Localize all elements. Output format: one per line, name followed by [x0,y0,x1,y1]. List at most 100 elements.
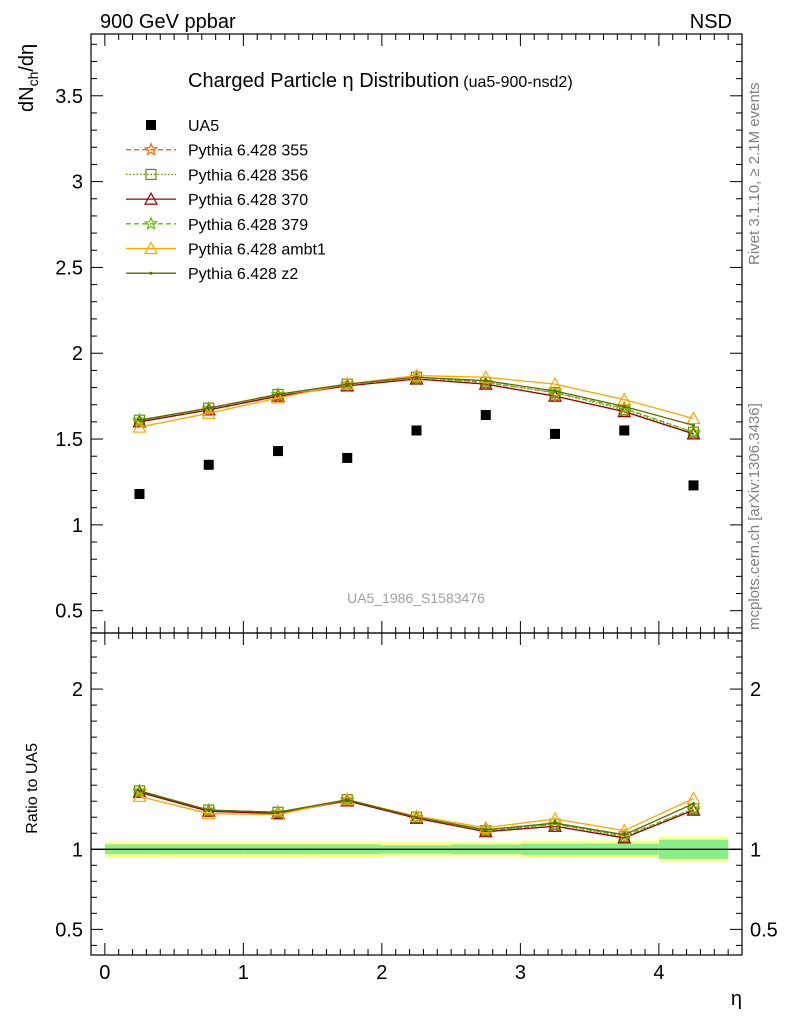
mc-ratio-point [484,828,488,832]
y-axis-label-tail: /dη [16,44,38,72]
ratio-y-tick-label-right: 2 [750,679,761,701]
mc-point [616,403,632,418]
mc-point [686,411,701,425]
chart-title: Charged Particle η Distribution (ua5-900-… [188,70,573,92]
legend-marker [143,191,159,205]
mc-point [622,404,626,408]
mc-point [207,406,211,410]
mc-point [201,400,217,415]
legend-label: Pythia 6.428 z2 [188,266,298,283]
mc-point [616,400,632,415]
main-y-tick-label: 3.5 [55,86,83,108]
analysis-watermark: UA5_1986_S1583476 [347,590,485,606]
mc-point [276,392,280,396]
data-series [134,410,699,499]
mc-point [553,389,557,393]
x-tick-label: 2 [376,962,387,984]
data-point [411,425,422,436]
mc-ratio-point [132,789,147,802]
x-axis-label: η [731,988,742,1010]
ratio-y-tick-label-right: 0.5 [750,919,778,941]
mc-series-line [139,376,694,433]
legend-label: Pythia 6.428 370 [188,192,308,209]
mc-point [692,423,696,427]
legend-label: Pythia 6.428 ambt1 [188,242,326,259]
main-y-tick-label: 0.5 [55,601,83,623]
data-point [480,410,491,421]
main-y-tick-label: 1.5 [55,429,83,451]
mc-ratio-point [339,792,355,806]
mc-series-0 [132,371,701,845]
legend-label: Pythia 6.428 379 [188,217,308,234]
mc-ratio-point [201,802,217,817]
mc-ratio-point [201,806,216,820]
legend-marker [143,142,159,156]
x-tick-label: 0 [99,962,110,984]
ratio-plot-frame [90,632,743,956]
data-point [134,488,145,499]
header-energy-label: 900 GeV ppbar [100,11,236,33]
mc-ratio-point [478,820,493,834]
main-y-tick-label: 1 [72,515,83,537]
data-point [688,480,699,491]
mc-ratio-point [686,801,701,816]
mc-point [478,370,493,383]
mc-ratio-point [340,792,355,806]
mc-point [270,386,286,401]
mc-ratio-point [622,833,626,837]
ratio-y-axis-label: Ratio to UA5 [24,743,41,834]
main-y-tick-label: 2 [72,343,83,365]
x-tick-label: 3 [515,962,526,984]
mc-point [409,368,424,382]
mc-ratio-point [415,815,418,819]
mc-ratio-point [553,821,557,825]
mc-series-ratio-line [139,791,694,839]
mc-ratio-point [137,789,141,793]
legend-marker [149,271,153,275]
ratio-y-tick-label: 0.5 [55,919,83,941]
mc-ratio-point [276,810,280,814]
main-y-tick-label: 3 [72,172,83,194]
legend-data-label: UA5 [188,118,219,135]
chart-title-sub: (ua5-900-nsd2) [463,74,572,91]
mc-ratio-point [132,783,147,798]
legend-marker [145,168,157,180]
mc-series-5 [137,375,696,837]
mcplots-label: mcplots.cern.ch [arXiv:1306.3436] [746,403,763,630]
main-y-tick-label: 2.5 [55,257,83,279]
legend-marker [143,216,159,230]
mc-ratio-point [345,798,349,802]
mc-ratio-point [207,808,211,812]
mc-point [339,376,355,391]
data-point [203,459,214,470]
mc-point [270,390,286,404]
y-axis-label-sub: ch [25,72,41,87]
mc-ratio-point [692,802,696,806]
mc-ratio-point [547,816,563,831]
legend-data-marker [146,120,156,130]
mc-point [201,406,216,419]
data-point [550,428,561,439]
y-axis-label: dNch/dη [16,44,41,112]
mc-point [484,379,488,383]
data-point [272,446,283,457]
mc-point [345,382,349,386]
mc-ratio-point [409,808,424,822]
legend: UA5 Pythia 6.428 355 Pythia 6.428 356 Pythi… [126,118,326,283]
mc-point [547,376,563,390]
mc-point [137,418,141,422]
chart-title-main: Charged Particle η Distribution [188,70,459,92]
mc-point [617,392,632,406]
x-tick-label: 4 [653,962,664,984]
mc-series-line [139,378,694,435]
mc-series-1 [133,371,700,843]
mc-series-line [139,374,694,428]
x-tick-label: 1 [238,962,249,984]
rivet-version-label: Rivet 3.1.10, ≥ 2.1M events [746,83,763,266]
mc-point [415,375,418,379]
ratio-y-tick-label: 1 [72,839,83,861]
mc-point [686,424,701,439]
ratio-y-tick-label: 2 [72,679,83,701]
y-axis-label-main: dN [16,86,38,112]
